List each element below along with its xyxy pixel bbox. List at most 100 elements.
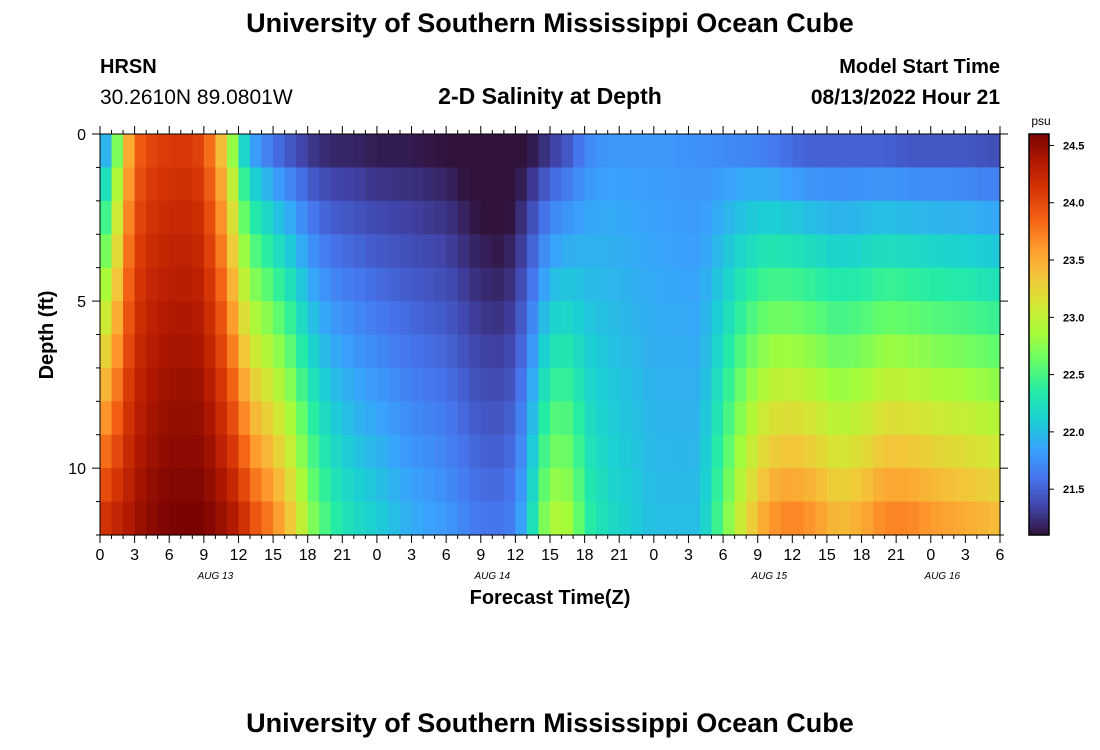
heatmap-cell [688, 301, 701, 336]
heatmap-cell [146, 200, 159, 235]
heatmap-cell [826, 334, 840, 369]
heatmap-cell [226, 501, 240, 536]
heatmap-cell [873, 301, 886, 336]
heatmap-cell [792, 434, 805, 469]
heatmap-cell [700, 200, 713, 235]
heatmap-cell [376, 334, 390, 369]
heatmap-cell [919, 234, 932, 269]
heatmap-cell [688, 434, 701, 469]
heatmap-cell [319, 401, 332, 436]
heatmap-cell [388, 267, 401, 302]
heatmap-cell [203, 167, 216, 202]
heatmap-cell [792, 301, 805, 336]
heatmap-cell [192, 401, 205, 436]
heatmap-cell [700, 367, 713, 402]
heatmap-cell [850, 334, 863, 369]
heatmap-cell [203, 234, 216, 269]
heatmap-cell [538, 234, 551, 269]
heatmap-cell [100, 334, 113, 369]
heatmap-cell [307, 167, 320, 202]
heatmap-cell [550, 301, 563, 336]
heatmap-cell [734, 468, 747, 503]
heatmap-cell [203, 501, 216, 536]
heatmap-cell [146, 401, 159, 436]
heatmap-cell [215, 367, 228, 402]
heatmap-cell [180, 434, 193, 469]
heatmap-cell [296, 134, 309, 169]
x-tick-label: 15 [818, 547, 836, 564]
heatmap-cell [469, 401, 482, 436]
heatmap-cell [388, 334, 401, 369]
heatmap-cell [734, 367, 747, 402]
heatmap-cell [526, 301, 540, 336]
heatmap-cell [676, 434, 690, 469]
heatmap-cell [180, 501, 193, 536]
heatmap-cell [480, 501, 493, 536]
x-tick-label: 3 [684, 547, 693, 564]
heatmap-cell [930, 267, 943, 302]
heatmap-cell [515, 468, 528, 503]
heatmap-cell [526, 234, 540, 269]
heatmap-cell [850, 501, 863, 536]
heatmap-cell [238, 501, 251, 536]
heatmap-cell [134, 434, 147, 469]
heatmap-cell [411, 167, 424, 202]
heatmap-cell [238, 401, 251, 436]
heatmap-cell [642, 134, 655, 169]
heatmap-cell [423, 367, 436, 402]
heatmap-cell [457, 200, 470, 235]
heatmap-cell [596, 200, 609, 235]
heatmap-cell [907, 367, 920, 402]
heatmap-cell [123, 200, 136, 235]
heatmap-cell [884, 401, 897, 436]
heatmap-cell [250, 200, 263, 235]
heatmap-cell [180, 167, 193, 202]
heatmap-cell [676, 200, 690, 235]
heatmap-cell [780, 301, 793, 336]
heatmap-cell [330, 334, 343, 369]
heatmap-cell [780, 267, 793, 302]
heatmap-cell [284, 134, 297, 169]
heatmap-cell [700, 334, 713, 369]
x-tick-label: 9 [476, 547, 485, 564]
heatmap-cell [896, 468, 909, 503]
heatmap-cell [388, 434, 401, 469]
heatmap-cell [953, 267, 966, 302]
heatmap-cell [376, 434, 390, 469]
heatmap-cell [907, 167, 920, 202]
heatmap-cell [365, 501, 378, 536]
heatmap-cell [826, 134, 840, 169]
heatmap-cell [376, 267, 390, 302]
heatmap-cell [123, 167, 136, 202]
heatmap-cell [100, 367, 113, 402]
heatmap-cell [411, 200, 424, 235]
heatmap-cell [653, 200, 666, 235]
heatmap-cell [734, 401, 747, 436]
heatmap-cell [573, 200, 586, 235]
heatmap-cell [700, 234, 713, 269]
heatmap-cell [411, 401, 424, 436]
heatmap-cell [584, 401, 597, 436]
heatmap-cell [169, 134, 182, 169]
heatmap-cell [526, 434, 540, 469]
heatmap-cell [457, 301, 470, 336]
heatmap-cell [965, 501, 978, 536]
heatmap-cell [873, 200, 886, 235]
heatmap-cell [400, 167, 413, 202]
heatmap-cell [596, 468, 609, 503]
heatmap-cell [642, 468, 655, 503]
heatmap-cell [734, 301, 747, 336]
heatmap-cell [157, 301, 170, 336]
heatmap-cell [861, 501, 874, 536]
heatmap-cell [192, 234, 205, 269]
heatmap-cell [896, 501, 909, 536]
heatmap-cell [665, 301, 678, 336]
heatmap-cell [330, 468, 343, 503]
heatmap-cell [769, 267, 782, 302]
heatmap-cell [642, 434, 655, 469]
heatmap-cell [434, 234, 447, 269]
heatmap-cell [988, 234, 1001, 269]
heatmap-cell [884, 267, 897, 302]
heatmap-cell [296, 367, 309, 402]
heatmap-cell [203, 267, 216, 302]
